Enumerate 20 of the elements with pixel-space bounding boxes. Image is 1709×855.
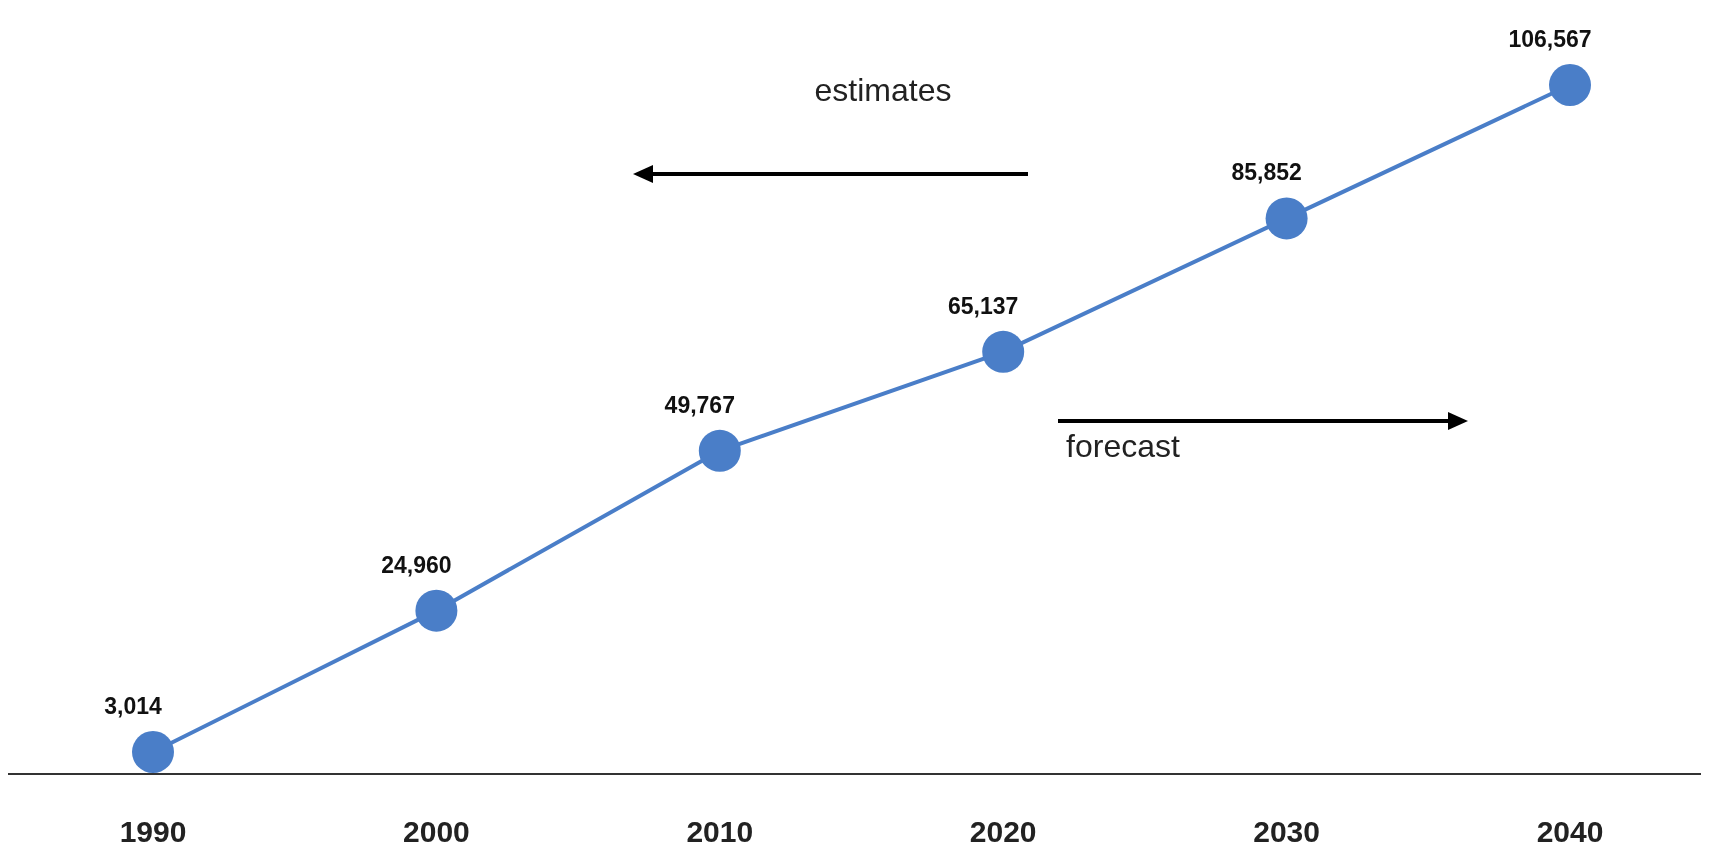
x-tick-label: 2000 bbox=[403, 815, 470, 848]
data-label: 106,567 bbox=[1508, 26, 1592, 52]
data-label: 49,767 bbox=[664, 391, 735, 418]
annotation: estimates bbox=[814, 72, 952, 108]
data-label: 65,137 bbox=[948, 292, 1019, 319]
x-tick-label: 2020 bbox=[969, 815, 1037, 848]
data-label: 3,014 bbox=[104, 693, 162, 719]
x-tick-label: 2040 bbox=[1536, 815, 1604, 848]
x-tick-label: 2010 bbox=[686, 815, 754, 848]
point bbox=[1549, 64, 1591, 106]
point bbox=[1265, 197, 1308, 240]
data-label: 85,852 bbox=[1231, 159, 1302, 186]
annotation: forecast bbox=[1066, 428, 1181, 464]
x-tick-label: 1990 bbox=[119, 815, 187, 848]
point bbox=[698, 429, 741, 472]
point bbox=[132, 731, 174, 773]
point bbox=[415, 589, 458, 632]
x-tick-label: 2030 bbox=[1253, 815, 1320, 848]
data-label: 24,960 bbox=[381, 551, 452, 578]
point bbox=[982, 330, 1025, 373]
